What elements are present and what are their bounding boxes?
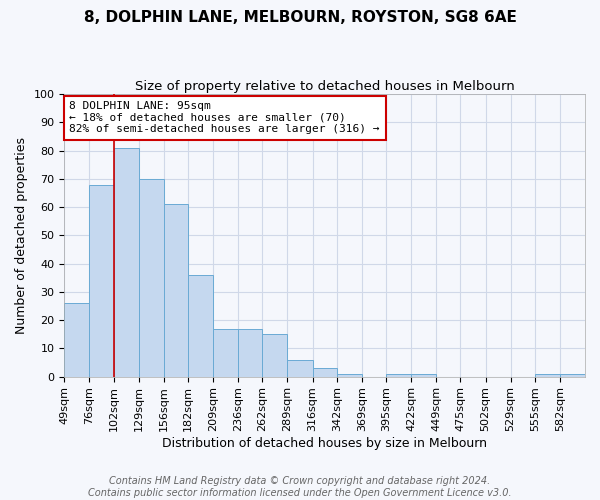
Text: 8 DOLPHIN LANE: 95sqm
← 18% of detached houses are smaller (70)
82% of semi-deta: 8 DOLPHIN LANE: 95sqm ← 18% of detached … bbox=[70, 101, 380, 134]
Y-axis label: Number of detached properties: Number of detached properties bbox=[15, 137, 28, 334]
Bar bbox=[262, 334, 287, 376]
Text: 8, DOLPHIN LANE, MELBOURN, ROYSTON, SG8 6AE: 8, DOLPHIN LANE, MELBOURN, ROYSTON, SG8 … bbox=[83, 10, 517, 25]
Bar bbox=[139, 179, 164, 376]
Bar bbox=[213, 328, 238, 376]
Bar bbox=[386, 374, 411, 376]
Bar bbox=[313, 368, 337, 376]
Text: Contains HM Land Registry data © Crown copyright and database right 2024.
Contai: Contains HM Land Registry data © Crown c… bbox=[88, 476, 512, 498]
Bar bbox=[64, 303, 89, 376]
Bar bbox=[188, 275, 213, 376]
Bar bbox=[238, 328, 262, 376]
X-axis label: Distribution of detached houses by size in Melbourn: Distribution of detached houses by size … bbox=[162, 437, 487, 450]
Bar bbox=[535, 374, 560, 376]
Bar bbox=[164, 204, 188, 376]
Bar bbox=[287, 360, 313, 376]
Bar bbox=[411, 374, 436, 376]
Bar bbox=[560, 374, 585, 376]
Bar bbox=[89, 184, 113, 376]
Title: Size of property relative to detached houses in Melbourn: Size of property relative to detached ho… bbox=[135, 80, 515, 93]
Bar bbox=[113, 148, 139, 376]
Bar bbox=[337, 374, 362, 376]
